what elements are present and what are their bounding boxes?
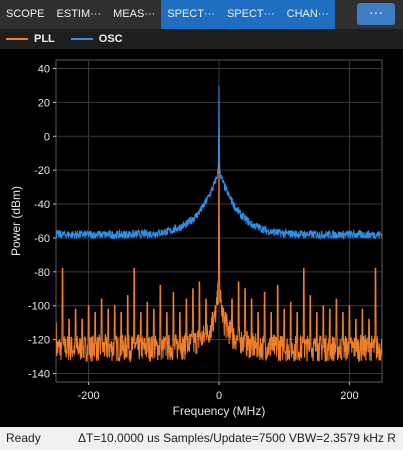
legend-label-osc: OSC xyxy=(98,33,123,45)
tab-spectrum[interactable]: SPECT··· xyxy=(161,0,221,29)
x-tick-label: 200 xyxy=(340,390,358,402)
tab-scope[interactable]: SCOPE xyxy=(6,8,45,20)
tab-estimation[interactable]: ESTIM··· xyxy=(56,8,102,20)
status-ready: Ready xyxy=(6,431,41,445)
x-tick-label: 0 xyxy=(216,390,222,402)
y-tick-label: -80 xyxy=(34,267,50,279)
x-axis-label: Frequency (MHz) xyxy=(173,404,266,418)
tab-spectrum-2[interactable]: SPECT··· xyxy=(220,0,281,29)
y-tick-label: -120 xyxy=(28,335,50,347)
legend-item-pll[interactable]: PLL xyxy=(6,33,55,45)
status-bar: Ready ΔT=10.0000 us Samples/Update=7500 … xyxy=(0,427,403,450)
y-tick-label: -60 xyxy=(34,233,50,245)
y-tick-label: 0 xyxy=(44,131,50,143)
y-tick-label: -140 xyxy=(28,369,50,381)
y-tick-label: 20 xyxy=(38,97,50,109)
y-axis-label: Power (dBm) xyxy=(9,186,23,256)
legend: PLL OSC xyxy=(0,29,403,49)
legend-swatch-pll xyxy=(6,38,28,40)
legend-swatch-osc xyxy=(70,38,93,40)
toolstrip-tabbar: SCOPE ESTIM··· MEAS··· SPECT··· SPECT···… xyxy=(0,0,403,29)
y-tick-label: -40 xyxy=(34,199,50,211)
tab-channel[interactable]: CHAN··· xyxy=(280,0,335,29)
x-tick-label: -200 xyxy=(78,390,100,402)
tab-measurements[interactable]: MEAS··· xyxy=(113,8,156,20)
y-tick-label: 40 xyxy=(38,63,50,75)
y-tick-label: -20 xyxy=(34,165,50,177)
legend-label-pll: PLL xyxy=(34,33,55,45)
spectrum-plot-area: 40 20 0 -20 -40 -60 -80 -100 -120 -140 -200 0 200 Fre… xyxy=(0,49,403,427)
series-osc-trace xyxy=(56,85,382,241)
y-tick-label: -100 xyxy=(28,301,50,313)
legend-item-osc[interactable]: OSC xyxy=(70,33,123,45)
more-options-button[interactable]: ··· xyxy=(357,3,395,25)
status-info: ΔT=10.0000 us Samples/Update=7500 VBW=2.… xyxy=(78,431,396,445)
